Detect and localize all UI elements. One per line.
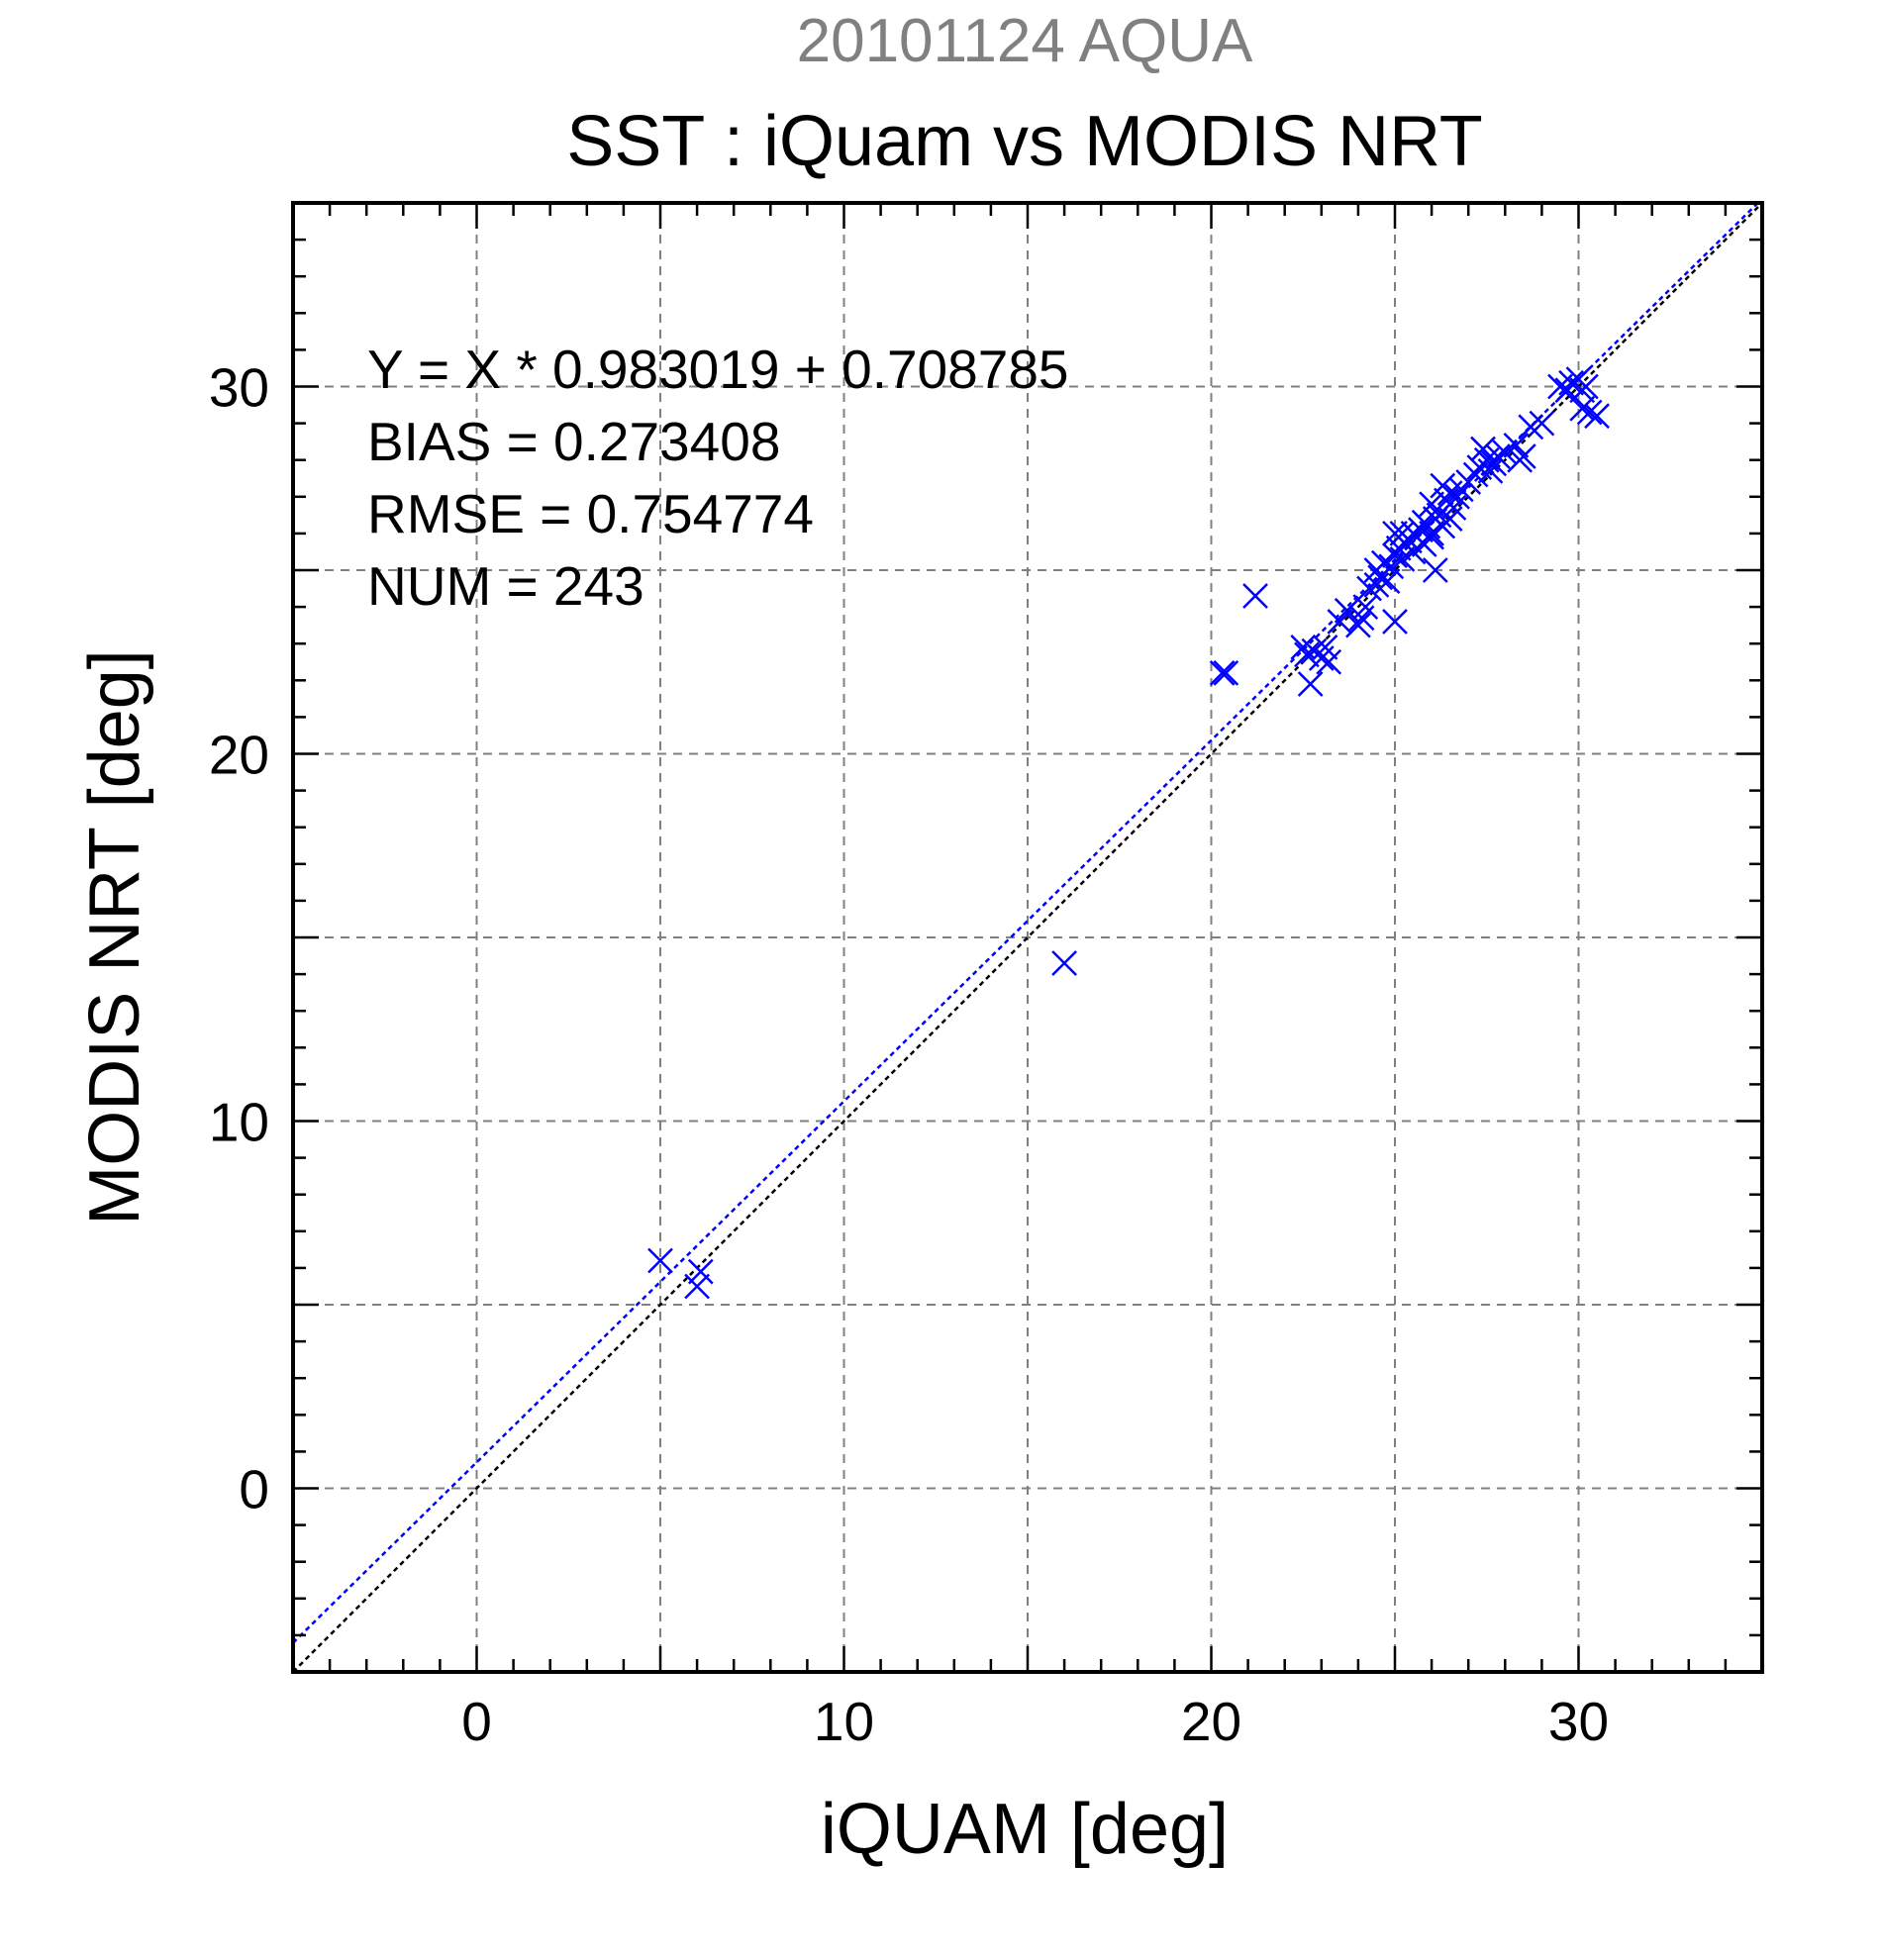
data-point-marker xyxy=(1352,594,1379,620)
y-axis-label: MODIS NRT [deg] xyxy=(75,649,154,1225)
x-axis-label: iQUAM [deg] xyxy=(821,1790,1229,1869)
data-point-marker xyxy=(1444,483,1470,510)
data-point-marker xyxy=(687,1258,714,1285)
data-point-marker xyxy=(1297,671,1324,697)
data-point-marker xyxy=(1389,521,1416,546)
data-point-marker xyxy=(1462,461,1489,488)
regression-fit-line xyxy=(293,203,1760,1644)
y-tick-label: 10 xyxy=(209,1092,269,1153)
bias-label: BIAS = 0.273408 xyxy=(367,411,780,472)
data-point-marker xyxy=(647,1247,673,1274)
data-point-marker xyxy=(1294,641,1320,668)
count-label: NUM = 243 xyxy=(367,555,644,617)
data-point-marker xyxy=(1389,545,1416,572)
data-point-marker xyxy=(1430,472,1456,499)
x-tick-label: 10 xyxy=(814,1691,874,1752)
data-point-marker xyxy=(1382,521,1408,546)
data-point-marker xyxy=(1576,399,1603,426)
plot-area-frame xyxy=(291,201,1764,1674)
data-point-marker xyxy=(1529,410,1555,437)
data-point-marker xyxy=(1573,373,1599,400)
data-point-marker xyxy=(1301,637,1328,664)
chart-title: SST : iQuam vs MODIS NRT xyxy=(566,102,1483,181)
data-point-marker xyxy=(1345,612,1371,638)
x-tick-label: 20 xyxy=(1181,1691,1241,1752)
data-point-marker xyxy=(1422,557,1448,583)
data-point-marker xyxy=(1419,491,1444,518)
data-point-marker xyxy=(1569,395,1596,422)
data-point-marker xyxy=(1470,436,1496,462)
data-point-marker xyxy=(684,1273,710,1300)
data-point-marker xyxy=(1209,659,1236,686)
y-tick-labels: 0 10 20 30 xyxy=(209,357,269,1520)
x-tick-label: 30 xyxy=(1548,1691,1609,1752)
chart-supertitle: 20101124 AQUA xyxy=(797,7,1253,75)
x-tick-label: 0 xyxy=(461,1691,492,1752)
data-point-marker xyxy=(1584,403,1610,430)
data-point-marker xyxy=(1503,432,1530,458)
data-point-marker xyxy=(1316,648,1342,675)
rmse-label: RMSE = 0.754774 xyxy=(367,483,814,544)
data-point-marker xyxy=(1382,609,1408,635)
data-point-marker xyxy=(1477,457,1504,484)
y-tick-label: 20 xyxy=(209,725,269,786)
data-points xyxy=(647,366,1610,1300)
grid-lines xyxy=(293,203,1762,1672)
y-tick-label: 0 xyxy=(239,1459,269,1520)
statistics-annotations: Y = X * 0.983019 + 0.708785 BIAS = 0.273… xyxy=(367,339,1069,617)
x-tick-labels: 0 10 20 30 xyxy=(461,1691,1609,1752)
y-tick-label: 30 xyxy=(209,357,269,419)
data-point-marker xyxy=(1484,443,1511,469)
data-point-marker xyxy=(1558,369,1584,396)
data-point-marker xyxy=(1510,443,1536,469)
data-point-marker xyxy=(1242,583,1268,609)
regression-equation-label: Y = X * 0.983019 + 0.708785 xyxy=(367,339,1069,400)
data-point-marker xyxy=(1051,950,1077,976)
data-point-marker xyxy=(1419,524,1444,550)
data-point-marker xyxy=(1213,659,1239,686)
data-point-marker xyxy=(1481,450,1508,477)
